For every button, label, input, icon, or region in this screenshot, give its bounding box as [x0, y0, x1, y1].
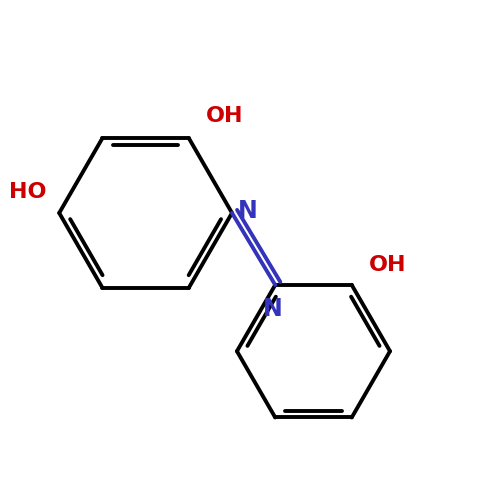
Text: OH: OH	[369, 255, 406, 275]
Text: OH: OH	[206, 106, 244, 126]
Text: HO: HO	[10, 182, 47, 202]
Text: N: N	[238, 198, 258, 222]
Text: N: N	[263, 296, 282, 320]
